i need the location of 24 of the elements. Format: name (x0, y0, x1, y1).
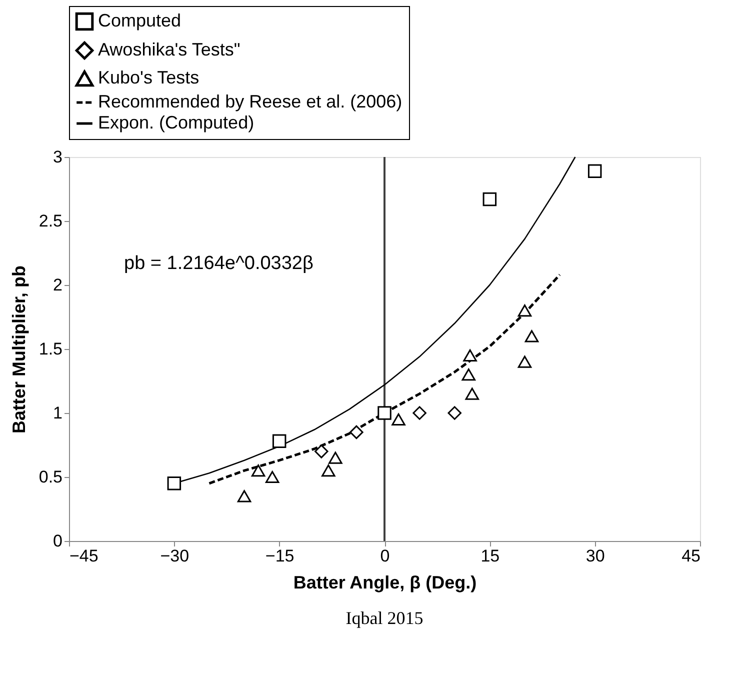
x-axis-title: Batter Angle, β (Deg.) (293, 572, 477, 592)
x-tick-label: 45 (682, 546, 700, 566)
legend-label: Expon. (Computed) (98, 112, 254, 132)
x-tick-label: 0 (380, 546, 390, 566)
legend-label: Awoshika's Tests" (98, 40, 240, 60)
legend-label: Computed (98, 10, 182, 30)
y-tick-label: 0.5 (38, 468, 62, 486)
x-tick-label: −45 (70, 546, 98, 566)
y-tick-label: 3 (53, 148, 62, 166)
legend-label: Recommended by Reese et al. (2006) (98, 92, 402, 112)
y-tick-label: 1 (53, 404, 62, 422)
line-series (208, 274, 562, 485)
y-tick-label: 1.5 (38, 340, 62, 358)
x-tick-label: 15 (480, 546, 500, 566)
x-tick-label: 30 (586, 546, 605, 566)
y-tick-label: 2 (53, 276, 62, 294)
annotation: pb = 1.2164e^0.0332β (124, 253, 314, 274)
y-axis-title: Batter Multiplier, pb (8, 265, 29, 434)
y-tick-label: 0 (53, 532, 62, 550)
x-tick-label: −30 (160, 546, 190, 566)
text: Iqbal 2015 (346, 608, 424, 628)
y-tick-label: 2.5 (38, 212, 62, 230)
x-tick-label: −15 (265, 546, 294, 566)
legend-label: Kubo's Tests (98, 68, 200, 88)
